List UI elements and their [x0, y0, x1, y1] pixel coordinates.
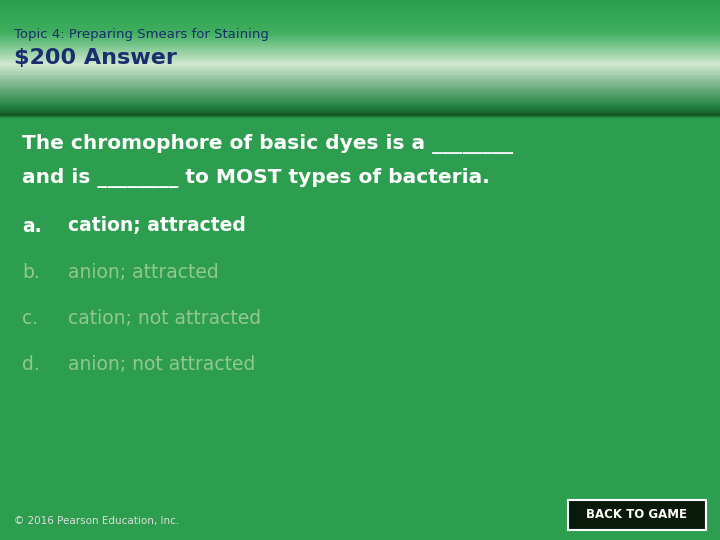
Bar	[0, 9, 720, 10]
Bar	[0, 104, 720, 106]
Bar	[0, 70, 720, 71]
Bar	[0, 93, 720, 94]
Bar	[0, 0, 720, 2]
Bar	[0, 109, 720, 110]
Text: © 2016 Pearson Education, Inc.: © 2016 Pearson Education, Inc.	[14, 516, 179, 526]
Text: anion; not attracted: anion; not attracted	[68, 354, 256, 374]
Bar	[0, 53, 720, 55]
Bar	[0, 97, 720, 99]
Bar	[0, 106, 720, 107]
Bar	[0, 44, 720, 45]
Bar	[0, 81, 720, 83]
Text: BACK TO GAME: BACK TO GAME	[587, 509, 688, 522]
Bar	[0, 57, 720, 58]
Bar	[0, 13, 720, 15]
Bar	[0, 23, 720, 25]
Bar	[0, 52, 720, 53]
Bar	[0, 19, 720, 21]
Bar	[0, 11, 720, 13]
Bar	[0, 25, 720, 26]
Bar	[0, 32, 720, 33]
Bar	[0, 94, 720, 96]
Text: anion; attracted: anion; attracted	[68, 262, 219, 281]
Bar	[0, 87, 720, 89]
Bar	[0, 28, 720, 29]
Bar	[0, 51, 720, 52]
Bar	[0, 17, 720, 19]
Bar	[0, 114, 720, 116]
Bar	[0, 100, 720, 102]
Bar	[0, 29, 720, 30]
Bar	[0, 26, 720, 28]
Bar	[0, 62, 720, 64]
Bar	[0, 16, 720, 17]
Bar	[0, 71, 720, 72]
Text: $200 Answer: $200 Answer	[14, 48, 177, 68]
Bar	[0, 21, 720, 22]
Bar	[0, 76, 720, 77]
Bar	[0, 15, 720, 16]
Text: d.: d.	[22, 354, 40, 374]
Bar	[0, 102, 720, 103]
Bar	[0, 3, 720, 4]
Text: cation; not attracted: cation; not attracted	[68, 308, 261, 327]
Bar	[0, 59, 720, 61]
Bar	[0, 83, 720, 84]
Bar	[0, 91, 720, 93]
Bar	[0, 6, 720, 7]
Bar	[0, 107, 720, 109]
Bar	[0, 42, 720, 44]
Bar	[0, 72, 720, 74]
Bar	[0, 80, 720, 81]
Text: Topic 4: Preparing Smears for Staining: Topic 4: Preparing Smears for Staining	[14, 28, 269, 41]
Bar	[0, 38, 720, 39]
Bar	[0, 85, 720, 87]
Text: cation; attracted: cation; attracted	[68, 217, 246, 235]
Bar	[0, 103, 720, 104]
Bar	[0, 65, 720, 67]
Bar	[0, 40, 720, 42]
Bar	[0, 68, 720, 70]
Bar	[0, 2, 720, 3]
Bar	[0, 48, 720, 49]
Bar	[0, 99, 720, 100]
Bar	[0, 96, 720, 97]
Bar	[0, 58, 720, 59]
Bar	[0, 22, 720, 23]
Bar	[0, 39, 720, 40]
Bar	[0, 84, 720, 85]
Bar	[0, 33, 720, 35]
Bar	[0, 61, 720, 62]
Bar	[0, 36, 720, 38]
Text: a.: a.	[22, 217, 42, 235]
Text: The chromophore of basic dyes is a ________: The chromophore of basic dyes is a _____…	[22, 134, 513, 154]
Bar	[0, 30, 720, 32]
Bar	[0, 113, 720, 114]
Text: b.: b.	[22, 262, 40, 281]
Bar	[0, 74, 720, 76]
Bar	[0, 67, 720, 68]
Bar	[0, 55, 720, 57]
Bar	[0, 10, 720, 11]
Bar	[0, 45, 720, 46]
Bar	[0, 77, 720, 78]
Text: and is ________ to MOST types of bacteria.: and is ________ to MOST types of bacteri…	[22, 168, 490, 188]
Bar	[0, 35, 720, 36]
Bar	[0, 89, 720, 90]
Bar	[0, 78, 720, 80]
Bar	[0, 46, 720, 48]
Text: c.: c.	[22, 308, 38, 327]
FancyBboxPatch shape	[568, 500, 706, 530]
Bar	[0, 112, 720, 113]
Bar	[0, 64, 720, 65]
Bar	[0, 4, 720, 6]
Bar	[0, 49, 720, 51]
Bar	[0, 7, 720, 9]
Bar	[0, 90, 720, 91]
Bar	[0, 110, 720, 112]
